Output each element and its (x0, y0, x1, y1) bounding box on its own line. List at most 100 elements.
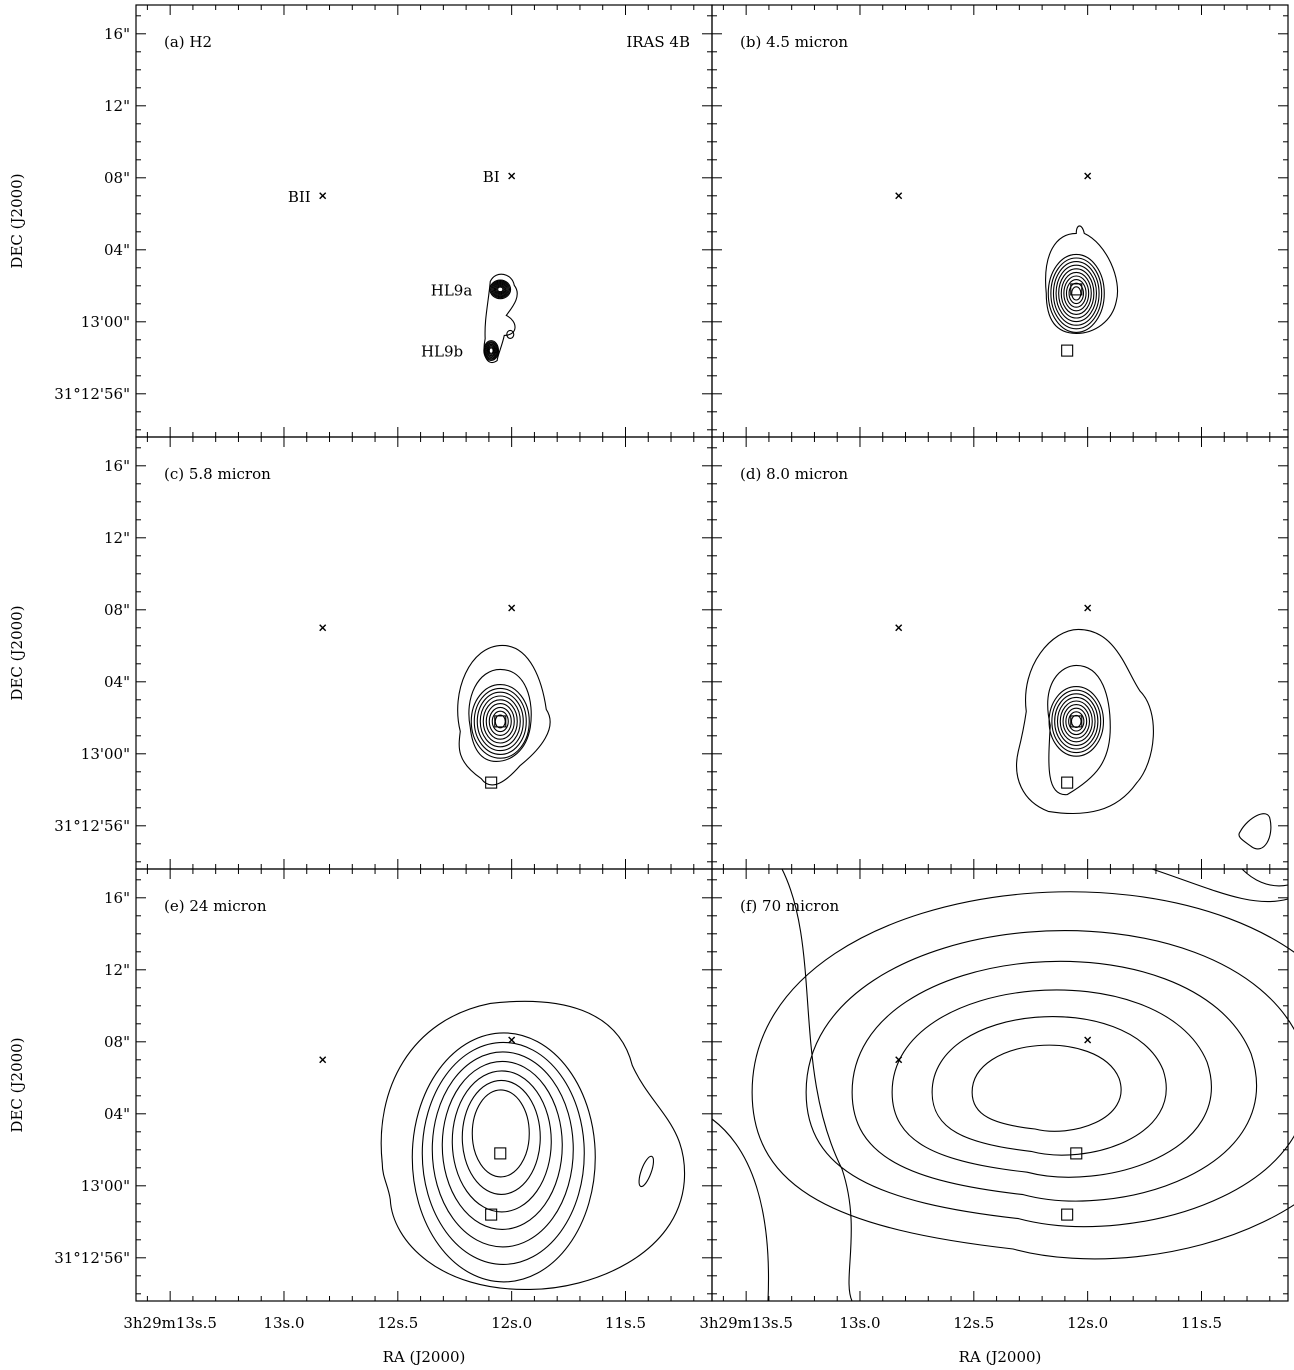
y-tick-label: 13'00" (81, 313, 130, 331)
contour-level (496, 285, 505, 294)
x-tick-label: 12s.5 (377, 1314, 418, 1332)
contour-level (486, 343, 497, 358)
contour-level (497, 286, 504, 293)
y-tick-label: 12" (104, 529, 130, 547)
contour-level (468, 668, 532, 762)
contour-level (473, 687, 527, 755)
contour-level (1055, 264, 1098, 323)
y-tick-label: 08" (104, 601, 130, 619)
contour-level (1065, 707, 1088, 736)
contour-level (1056, 696, 1096, 746)
x-tick-label: 11s.5 (1181, 1314, 1222, 1332)
contour-outer (1016, 628, 1154, 814)
x-tick-label: 12s.5 (953, 1314, 994, 1332)
contour-outer (380, 1000, 686, 1290)
y-tick-label: 12" (104, 97, 130, 115)
source-marker-bii (895, 624, 903, 632)
y-tick-label: 04" (104, 673, 130, 691)
ticks (712, 437, 1288, 869)
contour-level (491, 281, 509, 298)
contour-level (482, 699, 518, 744)
x-tick-label: 13s.0 (263, 1314, 304, 1332)
panels-group: (a) H2 IRAS 4B BII BI HL9a HL9b (b) 4.5 micron… (135, 4, 1294, 1302)
contours (1016, 628, 1272, 850)
contour-level (494, 714, 506, 729)
panel-e: (e) 24 micron (135, 868, 713, 1302)
contour-level (484, 341, 499, 360)
cross-stroke (319, 1056, 327, 1064)
cross-stroke (895, 192, 903, 200)
source-marker-hl9b (485, 1208, 498, 1221)
cross-stroke (508, 604, 516, 612)
x-tick-label: 3h29m13s.5 (123, 1314, 217, 1332)
contour-level (971, 1044, 1122, 1132)
source-marker-bii (319, 192, 327, 200)
x-tick-label: 13s.0 (839, 1314, 880, 1332)
source-name: BI (483, 168, 500, 186)
source-marker-bi (1084, 1036, 1092, 1044)
contour-level (1071, 286, 1082, 301)
contour-level (1065, 279, 1087, 308)
contour-level (470, 684, 530, 759)
y-tick-label: 16" (104, 25, 130, 43)
contour-open (711, 1118, 770, 1302)
y-tick-label: 04" (104, 241, 130, 259)
contour-outer (457, 644, 551, 786)
y-axis-title: DEC (J2000) (8, 605, 26, 700)
contour-level (485, 342, 498, 359)
source-marker-bii (319, 624, 327, 632)
contour-level (1052, 261, 1100, 326)
y-tick-label: 31°12'56" (54, 385, 130, 403)
ticks (136, 5, 712, 437)
source-marker-hl9a (494, 1147, 507, 1160)
contour-level (431, 1051, 574, 1248)
cross-stroke (1084, 604, 1092, 612)
panel-frame (135, 868, 713, 1302)
panel-label: (f) 70 micron (740, 897, 840, 915)
contour-level (1047, 664, 1111, 796)
y-tick-label: 16" (104, 457, 130, 475)
contour-level (891, 989, 1212, 1178)
ticks (136, 869, 712, 1301)
contours (1045, 225, 1118, 334)
panel-label: (e) 24 micron (164, 897, 267, 915)
source-marker-bi (508, 604, 516, 612)
x-tick-label: 3h29m13s.5 (699, 1314, 793, 1332)
contour-level (451, 1070, 552, 1213)
contour-level (1051, 689, 1102, 754)
panel-label: (c) 5.8 micron (164, 465, 271, 483)
source-marker-hl9b (1061, 1208, 1074, 1221)
x-axis-title: RA (J2000) (383, 1348, 466, 1366)
contour-blob (638, 1155, 655, 1188)
panel-label: (d) 8.0 micron (740, 465, 848, 483)
panel-d: (d) 8.0 micron (711, 436, 1289, 870)
axes-group: 3h29m13s.5 3h29m13s.5 13s.0 13s.0 12s.5 12s.5… (8, 25, 1222, 1366)
panel-f: (f) 70 micron (711, 868, 1294, 1302)
contour-level (931, 1015, 1167, 1156)
contour-level (1068, 282, 1085, 305)
y-tick-label: 08" (104, 1033, 130, 1051)
y-tick-label: 13'00" (81, 745, 130, 763)
panel-frame (711, 868, 1289, 1302)
source-marker-bi (1084, 604, 1092, 612)
source-marker-hl9a (1070, 283, 1083, 296)
source-name: HL9a (431, 281, 473, 299)
contour-level (421, 1041, 585, 1265)
x-tick-label: 12s.0 (491, 1314, 532, 1332)
ticks (712, 5, 1288, 437)
y-tick-label: 31°12'56" (54, 1249, 130, 1267)
y-axis-title: DEC (J2000) (8, 1037, 26, 1132)
source-marker-bi (1084, 172, 1092, 180)
contour-level (491, 710, 509, 733)
x-tick-label: 12s.0 (1067, 1314, 1108, 1332)
contour-outer (1045, 225, 1118, 334)
cross-stroke (1084, 172, 1092, 180)
x-tick-label: 11s.5 (605, 1314, 646, 1332)
source-marker-bi (508, 1036, 516, 1044)
panel-tag: IRAS 4B (626, 33, 690, 51)
x-axis-title: RA (J2000) (959, 1348, 1042, 1366)
contour-outer (483, 273, 518, 364)
source-marker-hl9b (485, 776, 498, 789)
contours (483, 273, 518, 364)
y-tick-label: 04" (104, 1105, 130, 1123)
